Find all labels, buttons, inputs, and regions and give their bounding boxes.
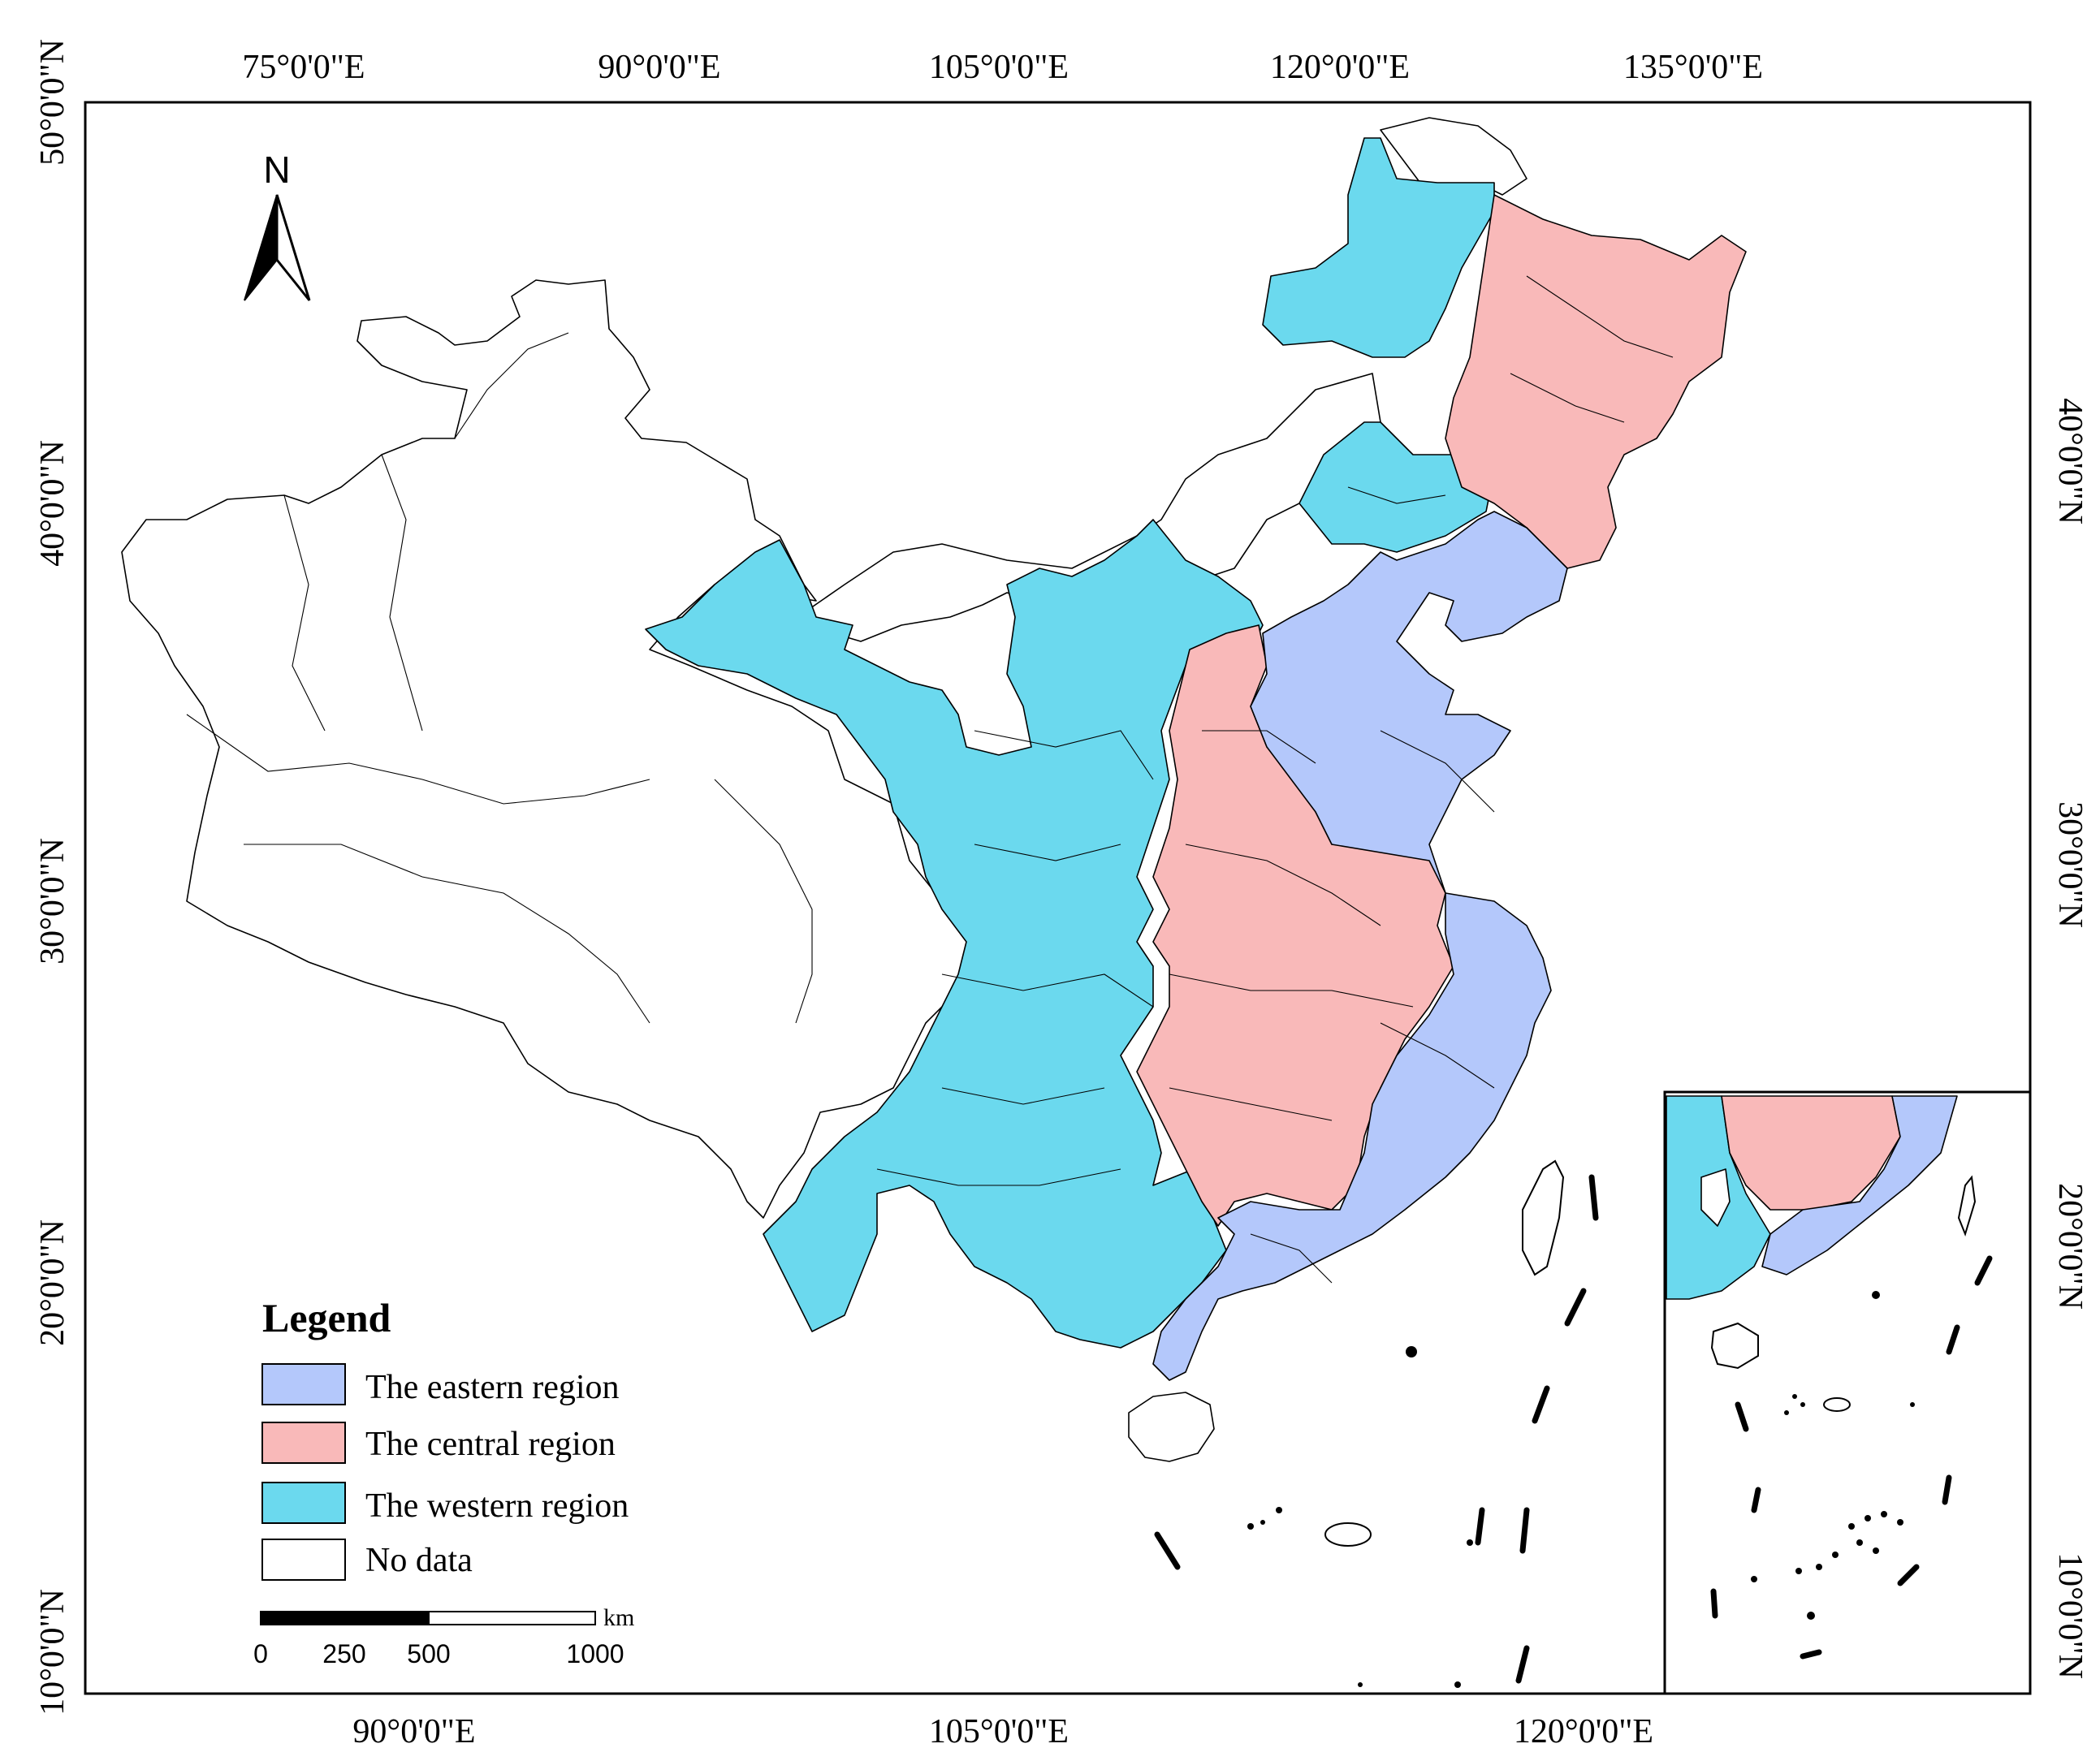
north-arrow-icon bbox=[244, 194, 278, 301]
legend-label-western: The western region bbox=[365, 1487, 629, 1525]
south-sea-markings bbox=[1154, 1174, 1599, 1688]
top-lon-label-75: 75°0'0"E bbox=[242, 49, 365, 86]
inset-map bbox=[1663, 1090, 2032, 1695]
legend-label-eastern: The eastern region bbox=[365, 1369, 620, 1406]
top-lon-label-135: 135°0'0"E bbox=[1623, 49, 1763, 86]
region-eastern-main bbox=[1152, 511, 1568, 1381]
left-lat-label-50: 50°0'0"N bbox=[34, 39, 71, 166]
left-lat-label-30: 30°0'0"N bbox=[34, 838, 71, 965]
left-lat-label-10: 10°0'0"N bbox=[34, 1589, 71, 1716]
legend-swatch-eastern bbox=[261, 1363, 346, 1405]
scale-tick-250: 250 bbox=[322, 1639, 365, 1668]
scale-tick-500: 500 bbox=[407, 1639, 450, 1668]
region-layer bbox=[121, 117, 1747, 1462]
bottom-lon-label-105: 105°0'0"E bbox=[929, 1713, 1069, 1750]
region-hainan bbox=[1128, 1392, 1215, 1462]
north-arrow: N bbox=[244, 149, 311, 301]
legend-label-central: The central region bbox=[365, 1426, 616, 1463]
taiwan-outline bbox=[1522, 1159, 1565, 1276]
right-lat-label-10: 10°0'0"N bbox=[2051, 1552, 2089, 1679]
scale-bar: km 0 250 500 1000 bbox=[253, 1604, 634, 1668]
left-lat-label-20: 20°0'0"N bbox=[34, 1219, 71, 1346]
legend-title: Legend bbox=[262, 1295, 391, 1340]
legend-swatch-central bbox=[261, 1422, 346, 1464]
legend-swatch-no-data bbox=[261, 1539, 346, 1581]
region-no-data-west bbox=[121, 279, 975, 1219]
scale-bar-empty bbox=[428, 1611, 596, 1625]
right-lat-label-40: 40°0'0"N bbox=[2051, 398, 2089, 524]
region-central-northeast bbox=[1445, 194, 1747, 569]
region-western-main bbox=[645, 519, 1264, 1349]
right-lat-label-20: 20°0'0"N bbox=[2051, 1183, 2089, 1310]
legend-label-no-data: No data bbox=[365, 1542, 473, 1579]
top-lon-label-105: 105°0'0"E bbox=[929, 49, 1069, 86]
scale-bar-filled bbox=[260, 1611, 430, 1625]
legend-swatch-western bbox=[261, 1482, 346, 1524]
subdivision-lines bbox=[186, 275, 1674, 1284]
left-lat-label-40: 40°0'0"N bbox=[34, 440, 71, 567]
legend: Legend The eastern region The central re… bbox=[261, 1295, 629, 1581]
bottom-lon-label-120: 120°0'0"E bbox=[1514, 1713, 1653, 1750]
top-lon-label-90: 90°0'0"E bbox=[598, 49, 720, 86]
bottom-lon-label-90: 90°0'0"E bbox=[352, 1713, 475, 1750]
right-lat-label-30: 30°0'0"N bbox=[2051, 801, 2089, 928]
scale-tick-1000: 1000 bbox=[566, 1639, 624, 1668]
scale-unit: km bbox=[603, 1604, 634, 1631]
map-frame bbox=[84, 101, 2032, 1695]
inset-frame bbox=[1663, 1090, 2032, 1695]
north-letter: N bbox=[263, 149, 290, 191]
top-lon-label-120: 120°0'0"E bbox=[1270, 49, 1410, 86]
scale-tick-0: 0 bbox=[253, 1639, 268, 1668]
